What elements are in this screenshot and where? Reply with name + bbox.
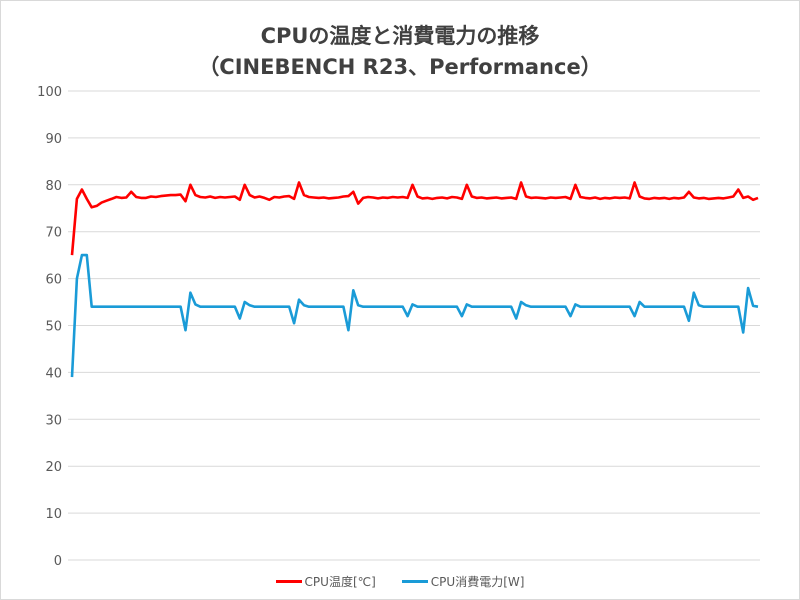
y-tick-label: 70 bbox=[45, 226, 62, 241]
y-tick-label: 10 bbox=[45, 507, 62, 522]
y-tick-label: 40 bbox=[45, 366, 62, 381]
series-line-temperature bbox=[70, 181, 759, 256]
y-tick-label: 60 bbox=[45, 273, 62, 288]
y-tick-label: 80 bbox=[45, 179, 62, 194]
y-tick-label: 50 bbox=[45, 320, 62, 335]
legend: CPU温度[℃] CPU消費電力[W] bbox=[0, 573, 800, 590]
y-tick-label: 0 bbox=[54, 554, 62, 569]
y-tick-label: 20 bbox=[45, 460, 62, 475]
chart-title: CPUの温度と消費電力の推移 bbox=[260, 24, 540, 48]
legend-swatch-power bbox=[401, 580, 428, 583]
chart-subtitle: （CINEBENCH R23、Performance） bbox=[198, 55, 602, 79]
legend-swatch-temperature bbox=[275, 580, 302, 583]
legend-label-power: CPU消費電力[W] bbox=[430, 575, 525, 589]
y-tick-label: 30 bbox=[45, 413, 62, 428]
series-line-power bbox=[70, 253, 759, 378]
legend-item-temperature: CPU温度[℃] bbox=[275, 573, 376, 590]
y-tick-label: 90 bbox=[45, 132, 62, 147]
y-tick-label: 100 bbox=[37, 85, 62, 100]
legend-label-temperature: CPU温度[℃] bbox=[304, 575, 376, 589]
legend-item-power: CPU消費電力[W] bbox=[401, 573, 525, 590]
